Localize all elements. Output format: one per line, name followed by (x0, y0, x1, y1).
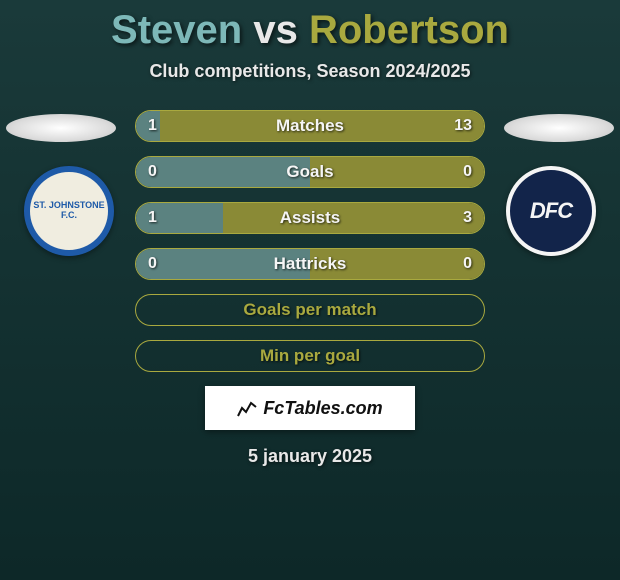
stat-value-right: 3 (463, 209, 472, 227)
stat-value-right: 0 (463, 255, 472, 273)
player2-club-label: DFC (530, 198, 572, 224)
stat-value-left: 1 (148, 117, 157, 135)
stat-row: 00Goals (135, 156, 485, 188)
player2-name: Robertson (309, 8, 509, 52)
player1-name: Steven (111, 8, 242, 52)
brand-text: FcTables.com (263, 398, 382, 419)
stat-bar-left: 1 (136, 203, 223, 233)
stat-row: Min per goal (135, 340, 485, 372)
player2-portrait-placeholder (504, 114, 614, 142)
stat-row: 113Matches (135, 110, 485, 142)
stat-bar-right: 13 (160, 111, 484, 141)
stat-row: 00Hattricks (135, 248, 485, 280)
vs-text: vs (253, 8, 298, 52)
stat-value-left: 0 (148, 163, 157, 181)
player1-club-badge: ST. JOHNSTONE F.C. (24, 166, 114, 256)
brand-banner: FcTables.com (205, 386, 415, 430)
stat-value-right: 13 (454, 117, 472, 135)
stat-value-left: 0 (148, 255, 157, 273)
stat-bar-right: 3 (223, 203, 484, 233)
stat-bar-right: 0 (310, 157, 484, 187)
season-subtitle: Club competitions, Season 2024/2025 (0, 61, 620, 82)
snapshot-date: 5 january 2025 (0, 446, 620, 467)
stat-label: Goals per match (136, 295, 484, 325)
brand-logo-icon (237, 399, 257, 417)
comparison-content: ST. JOHNSTONE F.C. DFC 113Matches00Goals… (0, 110, 620, 467)
stat-label: Min per goal (136, 341, 484, 371)
stat-bar-left: 0 (136, 249, 310, 279)
comparison-title: Steven vs Robertson (0, 0, 620, 53)
stat-bars-container: 113Matches00Goals13Assists00HattricksGoa… (135, 110, 485, 372)
stat-bar-right: 0 (310, 249, 484, 279)
stat-row: 13Assists (135, 202, 485, 234)
stat-value-left: 1 (148, 209, 157, 227)
stat-row: Goals per match (135, 294, 485, 326)
stat-bar-left: 0 (136, 157, 310, 187)
player1-portrait-placeholder (6, 114, 116, 142)
player2-club-badge: DFC (506, 166, 596, 256)
player1-club-label: ST. JOHNSTONE F.C. (30, 201, 108, 221)
stat-bar-left: 1 (136, 111, 160, 141)
stat-value-right: 0 (463, 163, 472, 181)
